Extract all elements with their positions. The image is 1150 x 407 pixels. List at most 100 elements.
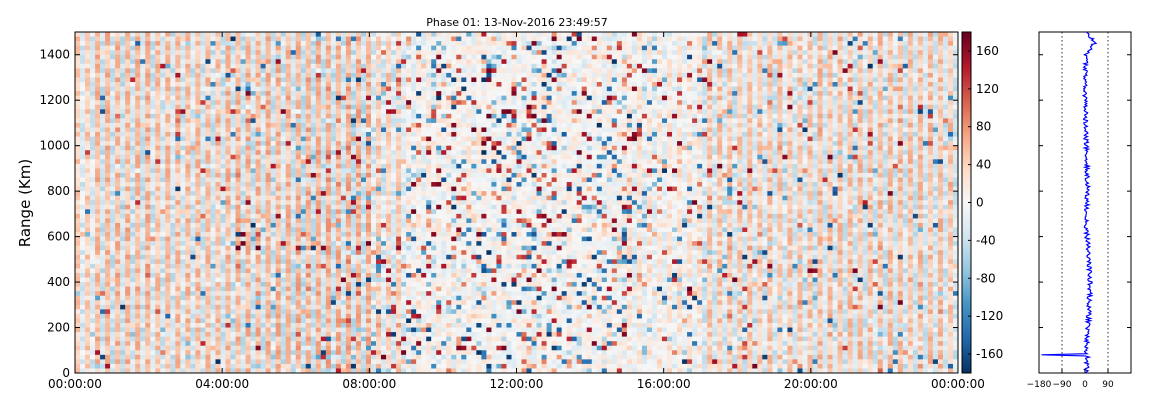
heatmap-cell	[120, 77, 126, 83]
heatmap-cell	[310, 145, 317, 151]
heatmap-cell	[280, 359, 287, 365]
heatmap-cell	[280, 68, 287, 74]
heatmap-cell	[305, 150, 312, 156]
heatmap-cell	[290, 218, 297, 224]
heatmap-cell	[210, 122, 216, 128]
heatmap-cell	[270, 322, 276, 328]
heatmap-cell	[135, 68, 141, 74]
heatmap-cell	[120, 313, 126, 319]
heatmap-cell	[391, 91, 397, 96]
heatmap-cell	[150, 218, 156, 224]
heatmap-cell	[185, 291, 191, 297]
heatmap-cell	[135, 122, 141, 128]
heatmap-cell	[335, 300, 342, 306]
heatmap-cell	[315, 77, 322, 83]
heatmap-cell	[125, 168, 131, 174]
heatmap-cell	[325, 72, 332, 78]
heatmap-cell	[280, 291, 287, 297]
heatmap-cell	[325, 91, 332, 96]
heatmap-cell	[75, 145, 81, 151]
heatmap-cell	[295, 45, 302, 51]
heatmap-cell	[315, 195, 322, 201]
heatmap-cell	[340, 350, 347, 356]
heatmap-cell	[120, 332, 126, 337]
heatmap-cell	[355, 354, 362, 360]
heatmap-cell	[105, 222, 111, 228]
heatmap-cell	[195, 195, 201, 201]
heatmap-cell	[225, 341, 231, 347]
heatmap-cell	[371, 313, 377, 319]
heatmap-cell	[85, 218, 91, 224]
heatmap-cell	[225, 95, 231, 101]
heatmap-cell	[165, 109, 171, 115]
heatmap-cell	[401, 163, 407, 169]
heatmap-cell	[325, 345, 332, 351]
heatmap-cell	[255, 300, 261, 306]
heatmap-cell	[250, 272, 256, 278]
heatmap-cell	[386, 250, 392, 256]
heatmap-cell	[230, 345, 236, 351]
heatmap-cell	[230, 63, 236, 69]
heatmap-cell	[345, 168, 352, 174]
heatmap-cell	[90, 191, 96, 196]
heatmap-cell	[75, 72, 81, 78]
heatmap-cell	[355, 32, 362, 37]
heatmap-cell	[360, 241, 367, 246]
heatmap-cell	[315, 191, 322, 196]
heatmap-cell	[160, 63, 166, 69]
heatmap-cell	[381, 132, 387, 137]
heatmap-cell	[355, 250, 362, 256]
heatmap-cell	[130, 132, 136, 137]
heatmap-cell	[95, 132, 101, 137]
heatmap-cell	[130, 341, 136, 347]
heatmap-cell	[396, 159, 402, 165]
heatmap-cell	[320, 104, 327, 110]
heatmap-cell	[75, 322, 81, 328]
heatmap-cell	[115, 91, 121, 96]
heatmap-cell	[85, 268, 91, 274]
heatmap-cell	[135, 109, 141, 115]
heatmap-cell	[115, 332, 121, 337]
heatmap-cell	[371, 336, 377, 342]
heatmap-cell	[230, 182, 236, 187]
heatmap-cell	[75, 141, 81, 146]
heatmap-cell	[270, 272, 276, 278]
heatmap-cell	[220, 227, 226, 233]
heatmap-cell	[245, 182, 251, 187]
heatmap-cell	[365, 309, 372, 315]
heatmap-cell	[210, 263, 216, 269]
heatmap-cell	[215, 295, 221, 301]
heatmap-cell	[335, 213, 342, 219]
heatmap-cell	[150, 118, 156, 124]
heatmap-cell	[105, 191, 111, 196]
heatmap-cell	[260, 195, 266, 201]
heatmap-cell	[130, 72, 136, 78]
heatmap-cell	[230, 363, 236, 369]
heatmap-cell	[200, 309, 206, 315]
heatmap-cell	[115, 272, 121, 278]
heatmap-cell	[381, 236, 387, 242]
heatmap-cell	[165, 313, 171, 319]
heatmap-cell	[115, 354, 121, 360]
heatmap-cell	[360, 245, 367, 251]
heatmap-cell	[280, 218, 287, 224]
heatmap-cell	[350, 145, 357, 151]
heatmap-cell	[170, 263, 176, 269]
heatmap-cell	[325, 332, 332, 337]
heatmap-cell	[80, 182, 86, 187]
heatmap-cell	[80, 77, 86, 83]
heatmap-cell	[330, 286, 337, 292]
heatmap-cell	[145, 332, 151, 337]
heatmap-cell	[360, 272, 367, 278]
heatmap-cell	[185, 304, 191, 310]
heatmap-cell	[145, 263, 151, 269]
heatmap-cell	[150, 168, 156, 174]
heatmap-cell	[150, 250, 156, 256]
heatmap-cell	[406, 127, 412, 133]
heatmap-cell	[265, 195, 271, 201]
heatmap-cell	[85, 241, 91, 246]
heatmap-cell	[335, 259, 342, 265]
heatmap-cell	[80, 250, 86, 256]
heatmap-cell	[225, 259, 231, 265]
heatmap-cell	[391, 259, 397, 265]
